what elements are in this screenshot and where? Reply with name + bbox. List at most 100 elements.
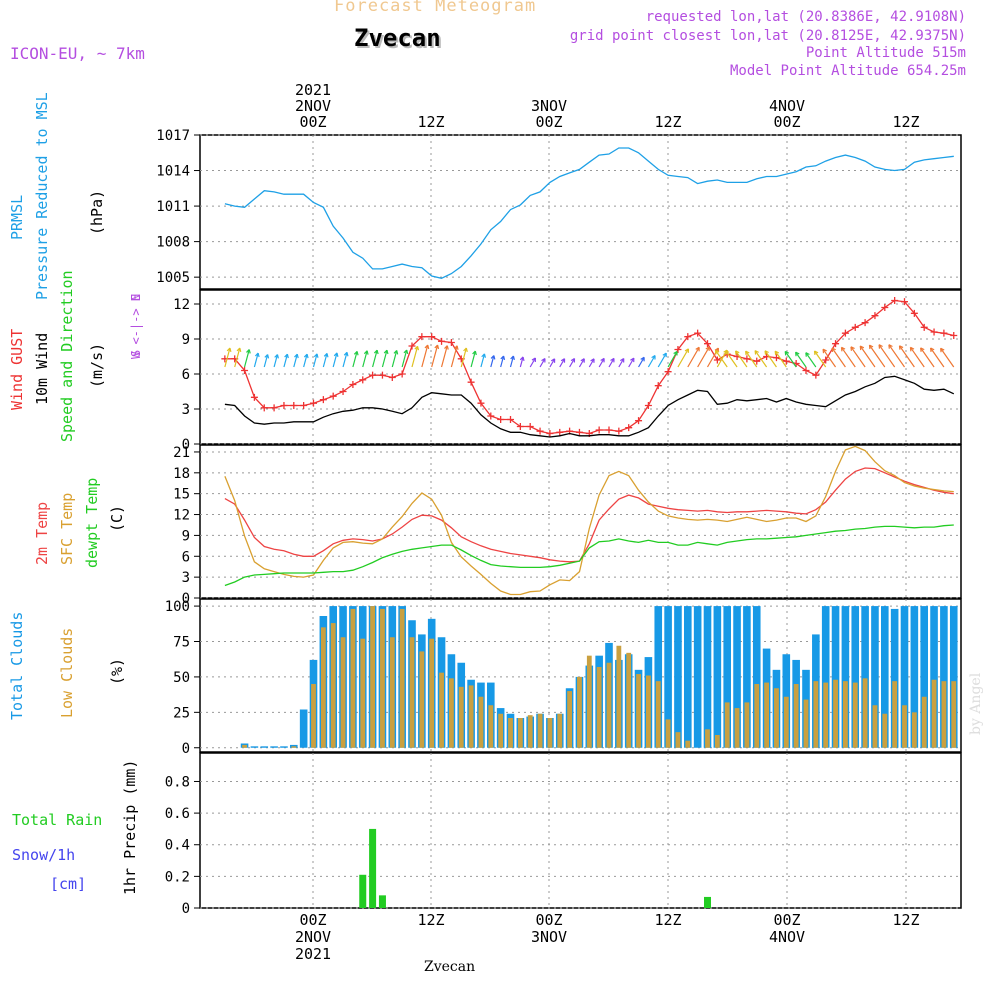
wind-arrow bbox=[754, 350, 768, 368]
gust-marker bbox=[743, 355, 751, 363]
wind-arrowhead bbox=[353, 350, 359, 356]
low-cloud-bar bbox=[330, 623, 336, 748]
low-cloud-bar bbox=[527, 715, 533, 748]
wind-arrowhead bbox=[284, 353, 289, 359]
wind-arrow bbox=[381, 349, 388, 368]
gust-marker bbox=[359, 376, 367, 384]
low-cloud-bar bbox=[646, 675, 651, 748]
wind-arrow bbox=[647, 355, 656, 368]
y-tick-label: 0.6 bbox=[165, 806, 190, 822]
bottom-time-label: 00Z bbox=[299, 911, 326, 929]
total-cloud-bar bbox=[821, 606, 830, 748]
top-time-label: 3NOV bbox=[531, 97, 567, 115]
low-cloud-bar bbox=[714, 735, 720, 748]
wind-arrowhead bbox=[246, 349, 251, 354]
footer-location: Zvecan bbox=[424, 959, 476, 975]
low-cloud-bar bbox=[616, 645, 622, 748]
top-time-label: 2NOV bbox=[295, 97, 331, 115]
y-tick-label: 12 bbox=[173, 508, 190, 524]
low-cloud-bar bbox=[389, 637, 395, 748]
wind-arrowhead bbox=[550, 358, 556, 363]
wind-arrow bbox=[667, 351, 678, 368]
gust-marker bbox=[507, 416, 514, 423]
wind-arrowhead bbox=[580, 358, 585, 363]
low-cloud-bar bbox=[508, 718, 513, 748]
low-cloud-bar bbox=[823, 682, 829, 748]
gust-marker bbox=[753, 357, 761, 365]
wind-arrowhead bbox=[570, 358, 576, 363]
wind-arrow bbox=[735, 350, 748, 368]
wind-dir-label: Speed and Direction bbox=[58, 270, 76, 442]
low-cloud-bar bbox=[596, 667, 602, 748]
panel-precip bbox=[194, 752, 962, 909]
gust-marker bbox=[546, 430, 554, 437]
wind-arrow bbox=[677, 348, 689, 368]
y-tick-label: 0.2 bbox=[165, 869, 190, 885]
wind-arrow bbox=[234, 347, 241, 368]
precip-frame bbox=[199, 752, 962, 909]
y-tick-label: 0 bbox=[182, 437, 190, 453]
total-cloud-bar bbox=[841, 606, 850, 748]
wind-arrow bbox=[822, 348, 837, 368]
low-cloud-bar bbox=[882, 713, 888, 748]
wind-arrow bbox=[805, 352, 817, 368]
panel-wind bbox=[194, 289, 962, 445]
wind-arrow bbox=[831, 347, 846, 368]
pressure-unit: (hPa) bbox=[88, 190, 106, 235]
top-time-label: 12Z bbox=[417, 113, 444, 131]
wind-arrowhead bbox=[714, 349, 720, 355]
wind-arrow bbox=[549, 358, 556, 368]
wind-arrowhead bbox=[343, 351, 349, 357]
bottom-time-label: 4NOV bbox=[769, 928, 805, 946]
clouds-unit: (%) bbox=[108, 658, 126, 685]
snow-unit: [cm] bbox=[50, 875, 86, 893]
total-cloud-bar bbox=[674, 606, 682, 748]
y-tick-label: 1017 bbox=[156, 128, 190, 144]
low-cloud-bar bbox=[774, 688, 779, 748]
snow-label: Snow/1h bbox=[12, 846, 75, 864]
wind-arrowhead bbox=[640, 356, 645, 362]
pressure-line bbox=[224, 147, 954, 279]
wind-arrow bbox=[391, 350, 398, 368]
wind-arrow bbox=[657, 352, 667, 368]
wind-arrow bbox=[539, 358, 546, 368]
wind-arrow bbox=[859, 345, 876, 368]
wind-arrowhead bbox=[393, 350, 399, 355]
total-cloud-bar bbox=[713, 606, 722, 748]
wind-arrow bbox=[312, 353, 318, 368]
low-cloud-bar bbox=[734, 708, 740, 748]
wind-line bbox=[224, 375, 955, 438]
low-cloud-bar bbox=[892, 681, 898, 748]
rain-bar bbox=[704, 896, 711, 908]
gust-label: Wind GUST bbox=[8, 329, 26, 410]
wind-arrowhead bbox=[403, 349, 409, 355]
wind-arrowhead bbox=[254, 352, 260, 358]
gust-marker bbox=[378, 371, 386, 379]
gust-marker bbox=[388, 374, 396, 381]
y-tick-label: 100 bbox=[165, 599, 190, 615]
gust-marker bbox=[241, 367, 249, 374]
gust-marker bbox=[270, 404, 278, 412]
wind-arrowhead bbox=[724, 350, 730, 355]
wind-arrowhead bbox=[745, 350, 750, 356]
top-time-label: 12Z bbox=[654, 113, 681, 131]
bottom-time-label: 12Z bbox=[417, 911, 444, 929]
dewpt-label: dewpt Temp bbox=[83, 478, 101, 568]
wind-arrow bbox=[480, 353, 486, 368]
wind-arrow bbox=[421, 344, 429, 368]
wind-arrow bbox=[372, 349, 378, 368]
gust-marker bbox=[950, 332, 958, 339]
gust-marker bbox=[625, 424, 633, 432]
wind-arrowhead bbox=[323, 352, 329, 358]
wind-arrowhead bbox=[434, 344, 440, 350]
wind-arrow bbox=[618, 358, 625, 368]
wind-arrowhead bbox=[684, 348, 690, 353]
pressure-frame bbox=[199, 134, 962, 290]
wind-arrowhead bbox=[236, 347, 242, 353]
gust-marker bbox=[930, 328, 938, 336]
total-cloud-bar bbox=[920, 606, 928, 748]
wind-arrowhead bbox=[333, 352, 339, 357]
top-time-label: 12Z bbox=[892, 113, 919, 131]
gust-marker bbox=[349, 381, 357, 388]
wind-arrow bbox=[687, 347, 700, 368]
